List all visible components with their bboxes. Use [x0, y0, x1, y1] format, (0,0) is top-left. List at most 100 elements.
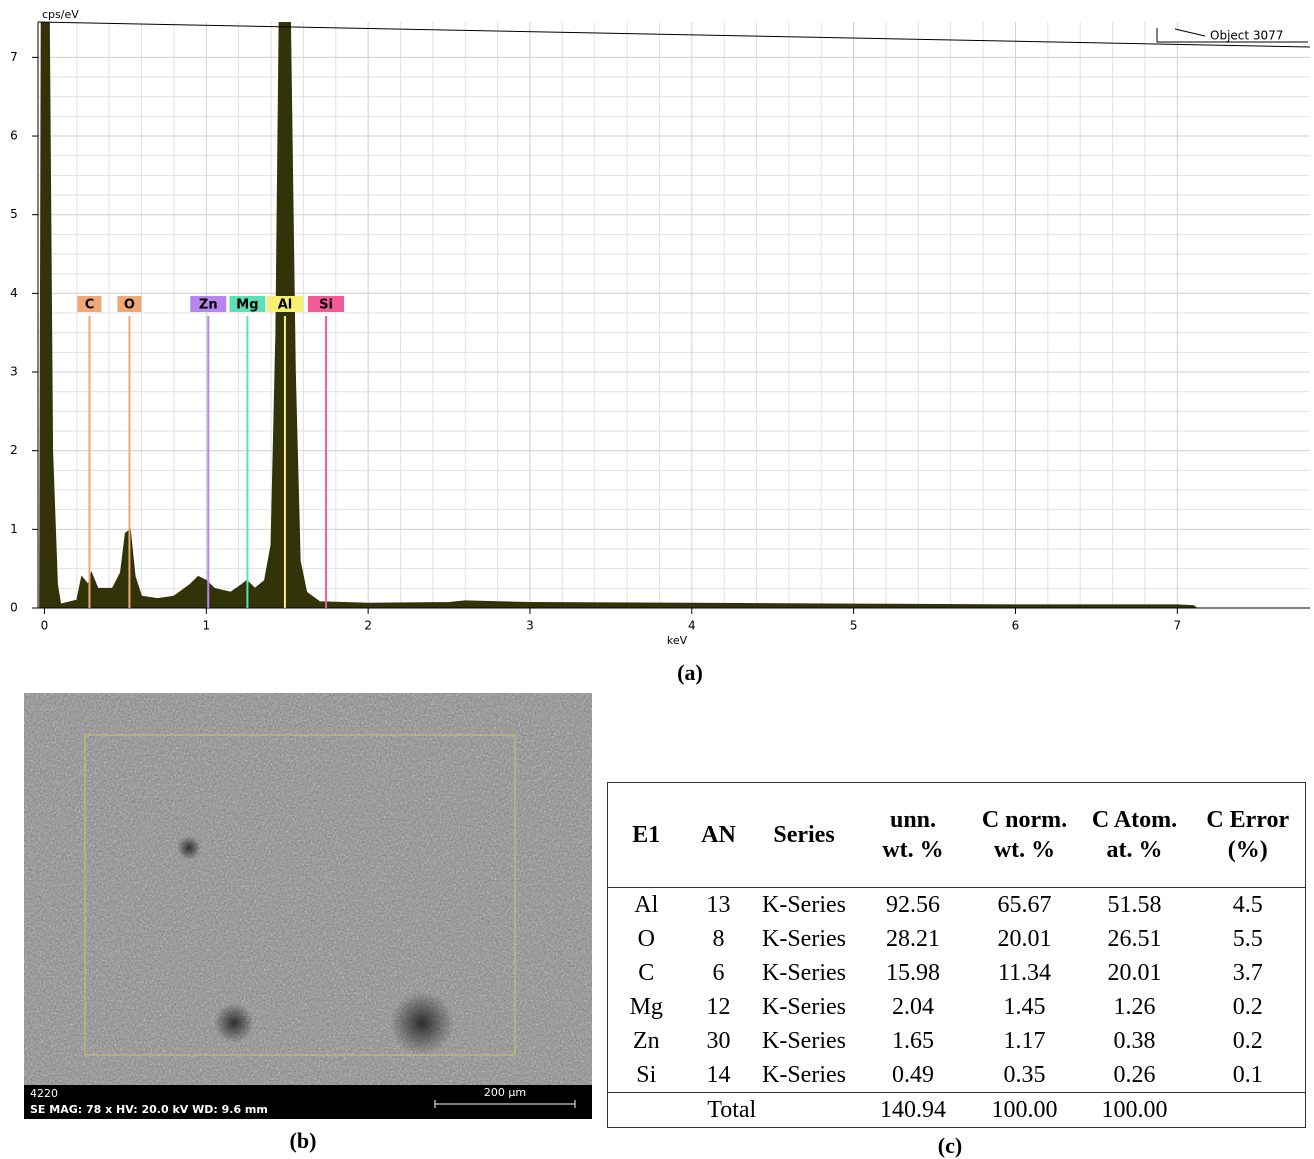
table-cell: 13 — [706, 891, 731, 918]
table-cell: Mg — [629, 993, 663, 1020]
header-text: unn. — [889, 807, 937, 833]
x-tick-label: 0 — [41, 619, 49, 633]
caption: (b) — [289, 1128, 317, 1153]
table-row: Zn 30 K-Series 1.65 1.17 0.38 0.2 — [608, 1024, 1306, 1058]
table-cell: 0.2 — [1232, 1027, 1263, 1054]
header-text: C norm. — [981, 807, 1068, 833]
table-cell: 12 — [706, 993, 731, 1020]
table-row: Si 14 K-Series 0.49 0.35 0.26 0.1 — [608, 1058, 1306, 1093]
total-row: Total 140.94 100.00 100.00 — [607, 1092, 1306, 1128]
y-tick-label: 2 — [10, 443, 18, 457]
annotation: Object 3077 — [1210, 29, 1283, 43]
table-cell — [1190, 1092, 1306, 1128]
header-text: wt. % — [993, 837, 1056, 863]
table-cell: 1.26 — [1113, 993, 1156, 1020]
table-cell: K-Series — [762, 925, 846, 952]
table-cell: 3.7 — [1232, 959, 1263, 986]
scale-bar — [434, 1100, 576, 1108]
spectrum — [39, 22, 1198, 608]
scan-area — [84, 734, 516, 1056]
element-label-bg — [229, 296, 266, 312]
table-cell: O — [637, 925, 655, 952]
table-cell: 8 — [712, 925, 725, 952]
table-cell: 0.2 — [1232, 993, 1263, 1020]
element-label-bg — [190, 296, 227, 312]
y-tick-label: 5 — [10, 207, 18, 221]
table-cell: 26.51 — [1107, 925, 1162, 952]
header-cell: unn. wt. % — [855, 782, 971, 888]
table-cell: 0.49 — [892, 1061, 934, 1088]
table-cell: 15.98 — [886, 959, 940, 986]
table-cell: 2.04 — [892, 993, 934, 1020]
table-cell: 0.26 — [1113, 1061, 1156, 1088]
image-info: SE MAG: 78 x HV: 20.0 kV WD: 9.6 mm — [30, 1103, 268, 1116]
element-label: Mg — [236, 298, 258, 313]
table-cell: 0.35 — [1003, 1061, 1046, 1088]
table-cell: Al — [634, 891, 659, 918]
table-cell: 100.00 — [970, 1092, 1079, 1128]
y-axis-label: cps/eV — [42, 8, 79, 21]
y-tick-label: 4 — [10, 286, 18, 300]
y-tick-label: 0 — [10, 601, 18, 615]
table-cell: K-Series — [762, 1027, 846, 1054]
table-cell: 28.21 — [886, 925, 940, 952]
table-row: C 6 K-Series 15.98 11.34 20.01 3.7 — [608, 956, 1306, 990]
table-cell: 140.94 — [855, 1092, 971, 1128]
table-cell: K-Series — [762, 891, 846, 918]
table-cell: 4.5 — [1232, 891, 1263, 918]
pit — [177, 836, 201, 860]
header-cell: Series — [752, 782, 856, 888]
header-text: (%) — [1227, 837, 1268, 863]
x-tick-label: 2 — [364, 619, 372, 633]
table-cell: 1.65 — [892, 1027, 934, 1054]
table-cell: 1.17 — [1003, 1027, 1046, 1054]
caption: (a) — [677, 660, 703, 685]
x-tick-label: 6 — [1012, 619, 1020, 633]
header-cell: C Atom. at. % — [1078, 782, 1191, 888]
table-cell: K-Series — [762, 1061, 846, 1088]
table-cell: Si — [636, 1061, 657, 1088]
composition-table: E1 AN Series unn. wt. % C norm. wt. % C Atom. at… — [607, 782, 1306, 1128]
table-cell: 20.01 — [997, 925, 1052, 952]
table-cell: 14 — [706, 1061, 731, 1088]
image-id: 4220 — [30, 1087, 58, 1100]
element-label-bg — [77, 296, 102, 312]
table-cell: K-Series — [762, 959, 846, 986]
header-text: C Atom. — [1091, 807, 1178, 833]
table-cell: 92.56 — [886, 891, 940, 918]
element-label: C — [85, 298, 95, 313]
y-tick-label: 7 — [10, 50, 18, 64]
legend-box — [1156, 28, 1308, 43]
pit — [214, 1003, 254, 1043]
header-cell: AN — [684, 782, 753, 888]
x-tick-label: 7 — [1173, 619, 1181, 633]
table-cell: 30 — [706, 1027, 731, 1054]
table-cell: Zn — [632, 1027, 660, 1054]
table-cell: 11.34 — [997, 959, 1052, 986]
header-text: AN — [701, 822, 736, 848]
scale-label: 200 µm — [484, 1086, 526, 1099]
y-tick-label: 6 — [10, 129, 18, 143]
element-label-bg — [117, 296, 142, 312]
legend-line — [1174, 28, 1206, 37]
header-cell: E1 — [607, 782, 685, 888]
texture — [24, 693, 592, 1085]
spectrum-chart: Object 3077 cps/eV keV 0 1 2 3 4 5 6 7 0 1 2 3 4 5 6 7 C… — [10, 8, 1311, 647]
table-cell: 20.01 — [1107, 959, 1162, 986]
header-text: E1 — [632, 822, 661, 848]
table-row: Al 13 K-Series 92.56 65.67 51.58 4.5 — [608, 888, 1306, 923]
x-axis-label: keV — [667, 634, 688, 647]
element-label: Si — [319, 298, 333, 313]
element-label: Zn — [199, 298, 218, 313]
table-cell: Total — [607, 1092, 856, 1128]
table-cell: 100.00 — [1078, 1092, 1191, 1128]
sem-image: 4220 SE MAG: 78 x HV: 20.0 kV WD: 9.6 mm… — [24, 693, 592, 1119]
header-cell: C Error (%) — [1190, 782, 1306, 888]
x-tick-label: 1 — [202, 619, 210, 633]
table-cell: 6 — [712, 959, 725, 986]
table-cell: C — [638, 959, 655, 986]
table-row: O 8 K-Series 28.21 20.01 26.51 5.5 — [608, 922, 1306, 956]
table-row: Mg 12 K-Series 2.04 1.45 1.26 0.2 — [608, 990, 1306, 1024]
element-label: O — [124, 298, 135, 313]
